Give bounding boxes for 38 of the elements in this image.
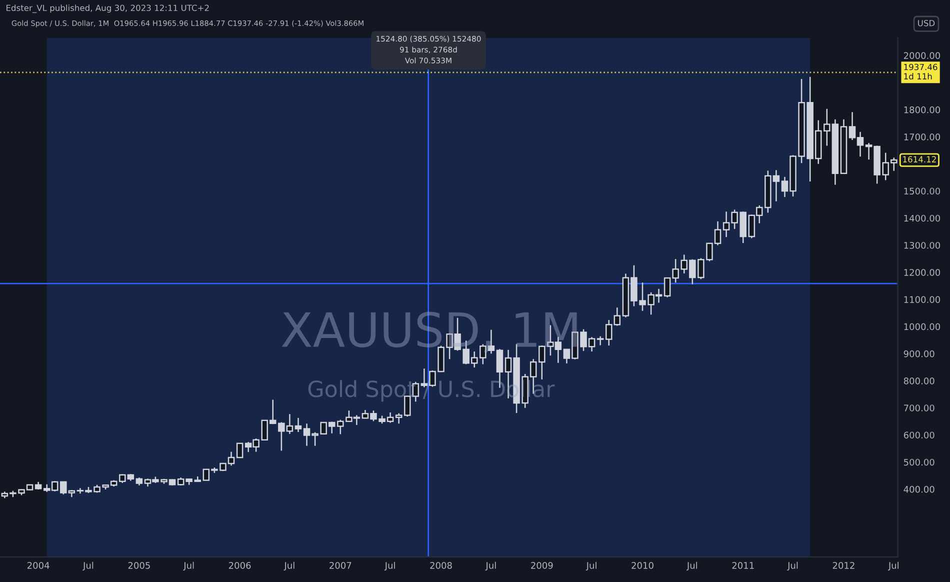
- x-tick-label: 2009: [531, 562, 553, 569]
- y-tick-label: 800.00: [904, 377, 934, 384]
- text: USD: [918, 20, 935, 26]
- x-tick-label: 2006: [228, 562, 251, 569]
- x-tick-label: 2004: [27, 562, 50, 569]
- y-tick-label: 1400.00: [904, 214, 940, 222]
- x-tick-label: 2007: [330, 562, 352, 569]
- y-tick-label: 2000.00: [904, 52, 940, 60]
- y-tick-label: 1100.00: [904, 296, 940, 303]
- text: Edster_VL published, Aug 30, 2023 12:11 UTC+2: [6, 4, 209, 13]
- y-tick-label: 1700.00: [904, 134, 940, 140]
- x-tick-label: Jul: [888, 562, 898, 570]
- x-tick-label: Jul: [82, 562, 94, 570]
- y-tick-label: 400.00: [904, 486, 934, 493]
- x-tick-label: 2008: [430, 562, 452, 569]
- x-tick-label: 2012: [832, 562, 854, 569]
- y-tick-label: 1500.00: [904, 188, 940, 195]
- y-tick-label: 1000.00: [904, 323, 940, 330]
- x-tick-label: 2011: [732, 562, 754, 569]
- y-tick-label: 600.00: [904, 432, 934, 439]
- candlestick: [294, 417, 302, 433]
- x-tick-label: Jul: [686, 562, 697, 570]
- x-tick-label: Jul: [183, 562, 194, 570]
- x-tick-label: Jul: [787, 562, 798, 570]
- y-tick-label: 900.00: [904, 350, 934, 358]
- x-tick-label: Jul: [284, 562, 294, 570]
- annotation: 1614.12: [903, 156, 936, 162]
- x-tick-label: Jul: [586, 562, 596, 570]
- y-tick-label: 1800.00: [904, 106, 940, 114]
- ref-line-label: 1937.46 1d 11h: [904, 64, 938, 80]
- y-tick-label: 500.00: [904, 458, 934, 466]
- y-tick-label: 1300.00: [904, 242, 940, 249]
- y-tick-label: 1200.00: [904, 269, 940, 276]
- y-tick-label: 700.00: [904, 404, 934, 412]
- x-tick-label: Jul: [384, 562, 395, 570]
- x-tick-label: 2010: [632, 562, 654, 569]
- x-tick-label: Jul: [485, 562, 496, 570]
- x-tick-label: 2005: [128, 562, 150, 569]
